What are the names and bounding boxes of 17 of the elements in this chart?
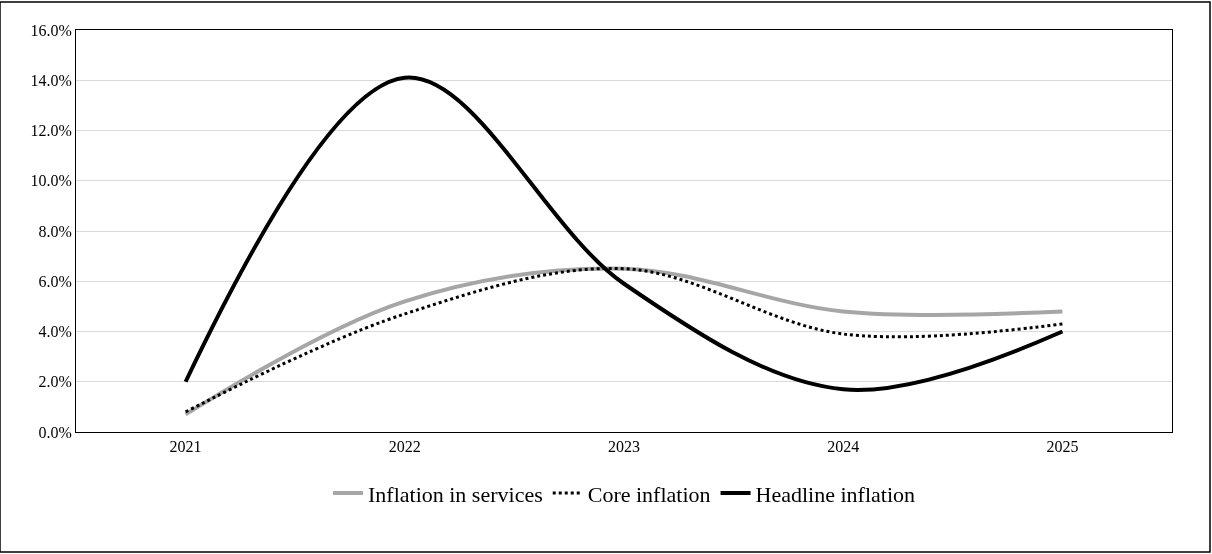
legend-label: Inflation in services xyxy=(368,481,543,507)
x-tick-label: 2024 xyxy=(827,438,860,456)
y-tick-label: 12.0% xyxy=(30,122,72,140)
x-tick-label: 2023 xyxy=(608,438,640,456)
legend-label: Headline inflation xyxy=(755,481,915,507)
y-tick-label: 6.0% xyxy=(38,272,72,290)
y-tick-label: 16.0% xyxy=(30,21,72,39)
x-tick-label: 2022 xyxy=(388,438,421,456)
y-tick-label: 14.0% xyxy=(30,71,72,89)
y-tick-label: 10.0% xyxy=(30,172,72,190)
y-tick-label: 2.0% xyxy=(38,373,72,391)
y-tick-label: 4.0% xyxy=(38,323,72,341)
x-tick-label: 2021 xyxy=(169,438,202,456)
x-tick-label: 2025 xyxy=(1046,438,1079,456)
y-tick-label: 0.0% xyxy=(38,423,72,441)
y-tick-label: 8.0% xyxy=(38,222,72,240)
legend-label: Core inflation xyxy=(587,481,711,507)
